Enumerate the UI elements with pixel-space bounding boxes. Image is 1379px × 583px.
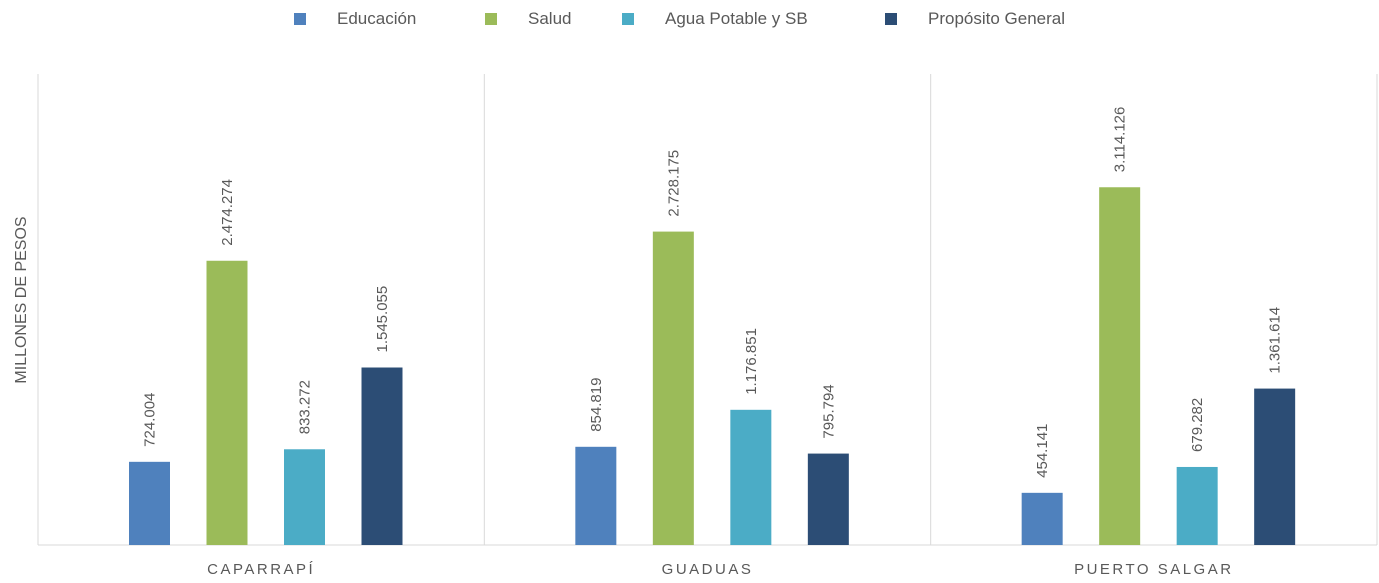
x-tick-label: CAPARRAPÍ bbox=[207, 561, 315, 578]
legend-label-agua: Agua Potable y SB bbox=[665, 9, 808, 28]
bar bbox=[1176, 466, 1218, 545]
data-label: 724.004 bbox=[142, 393, 159, 447]
data-label: 454.141 bbox=[1034, 424, 1051, 478]
data-label: 1.361.614 bbox=[1267, 307, 1284, 374]
bar bbox=[652, 231, 694, 545]
legend-item-proposito: Propósito General bbox=[885, 9, 1065, 29]
legend-swatch-educacion bbox=[294, 13, 306, 25]
legend-swatch-salud bbox=[485, 13, 497, 25]
bar bbox=[730, 409, 772, 545]
data-label: 679.282 bbox=[1189, 398, 1206, 452]
bar bbox=[1099, 187, 1141, 545]
legend-label-proposito: Propósito General bbox=[928, 9, 1066, 28]
data-label: 795.794 bbox=[820, 384, 837, 438]
data-label: 1.176.851 bbox=[743, 328, 760, 395]
data-label: 2.474.274 bbox=[219, 179, 236, 246]
legend-item-educacion: Educación bbox=[294, 9, 416, 29]
bar bbox=[361, 367, 403, 545]
legend-swatch-agua bbox=[622, 13, 634, 25]
x-tick-label: PUERTO SALGAR bbox=[1074, 561, 1234, 578]
bar bbox=[807, 453, 849, 545]
data-label: 1.545.055 bbox=[374, 286, 391, 353]
bar bbox=[284, 449, 325, 545]
data-label: 3.114.126 bbox=[1112, 107, 1129, 173]
bar bbox=[1021, 492, 1063, 545]
data-label: 2.728.175 bbox=[665, 150, 682, 217]
legend-item-agua: Agua Potable y SB bbox=[622, 9, 808, 29]
data-label: 854.819 bbox=[588, 378, 605, 432]
legend-item-salud: Salud bbox=[485, 9, 571, 29]
bar bbox=[206, 260, 248, 545]
data-label: 833.272 bbox=[297, 380, 314, 434]
x-tick-label: GUADUAS bbox=[662, 561, 754, 578]
y-axis-title: MILLONES DE PESOS bbox=[13, 216, 30, 383]
bar bbox=[129, 461, 170, 545]
bar bbox=[575, 446, 617, 545]
chart-legend: Educación Salud Agua Potable y SB Propós… bbox=[0, 9, 1379, 35]
bar bbox=[1254, 388, 1296, 545]
legend-label-salud: Salud bbox=[528, 9, 572, 28]
legend-swatch-proposito bbox=[885, 13, 897, 25]
legend-label-educacion: Educación bbox=[337, 9, 417, 28]
